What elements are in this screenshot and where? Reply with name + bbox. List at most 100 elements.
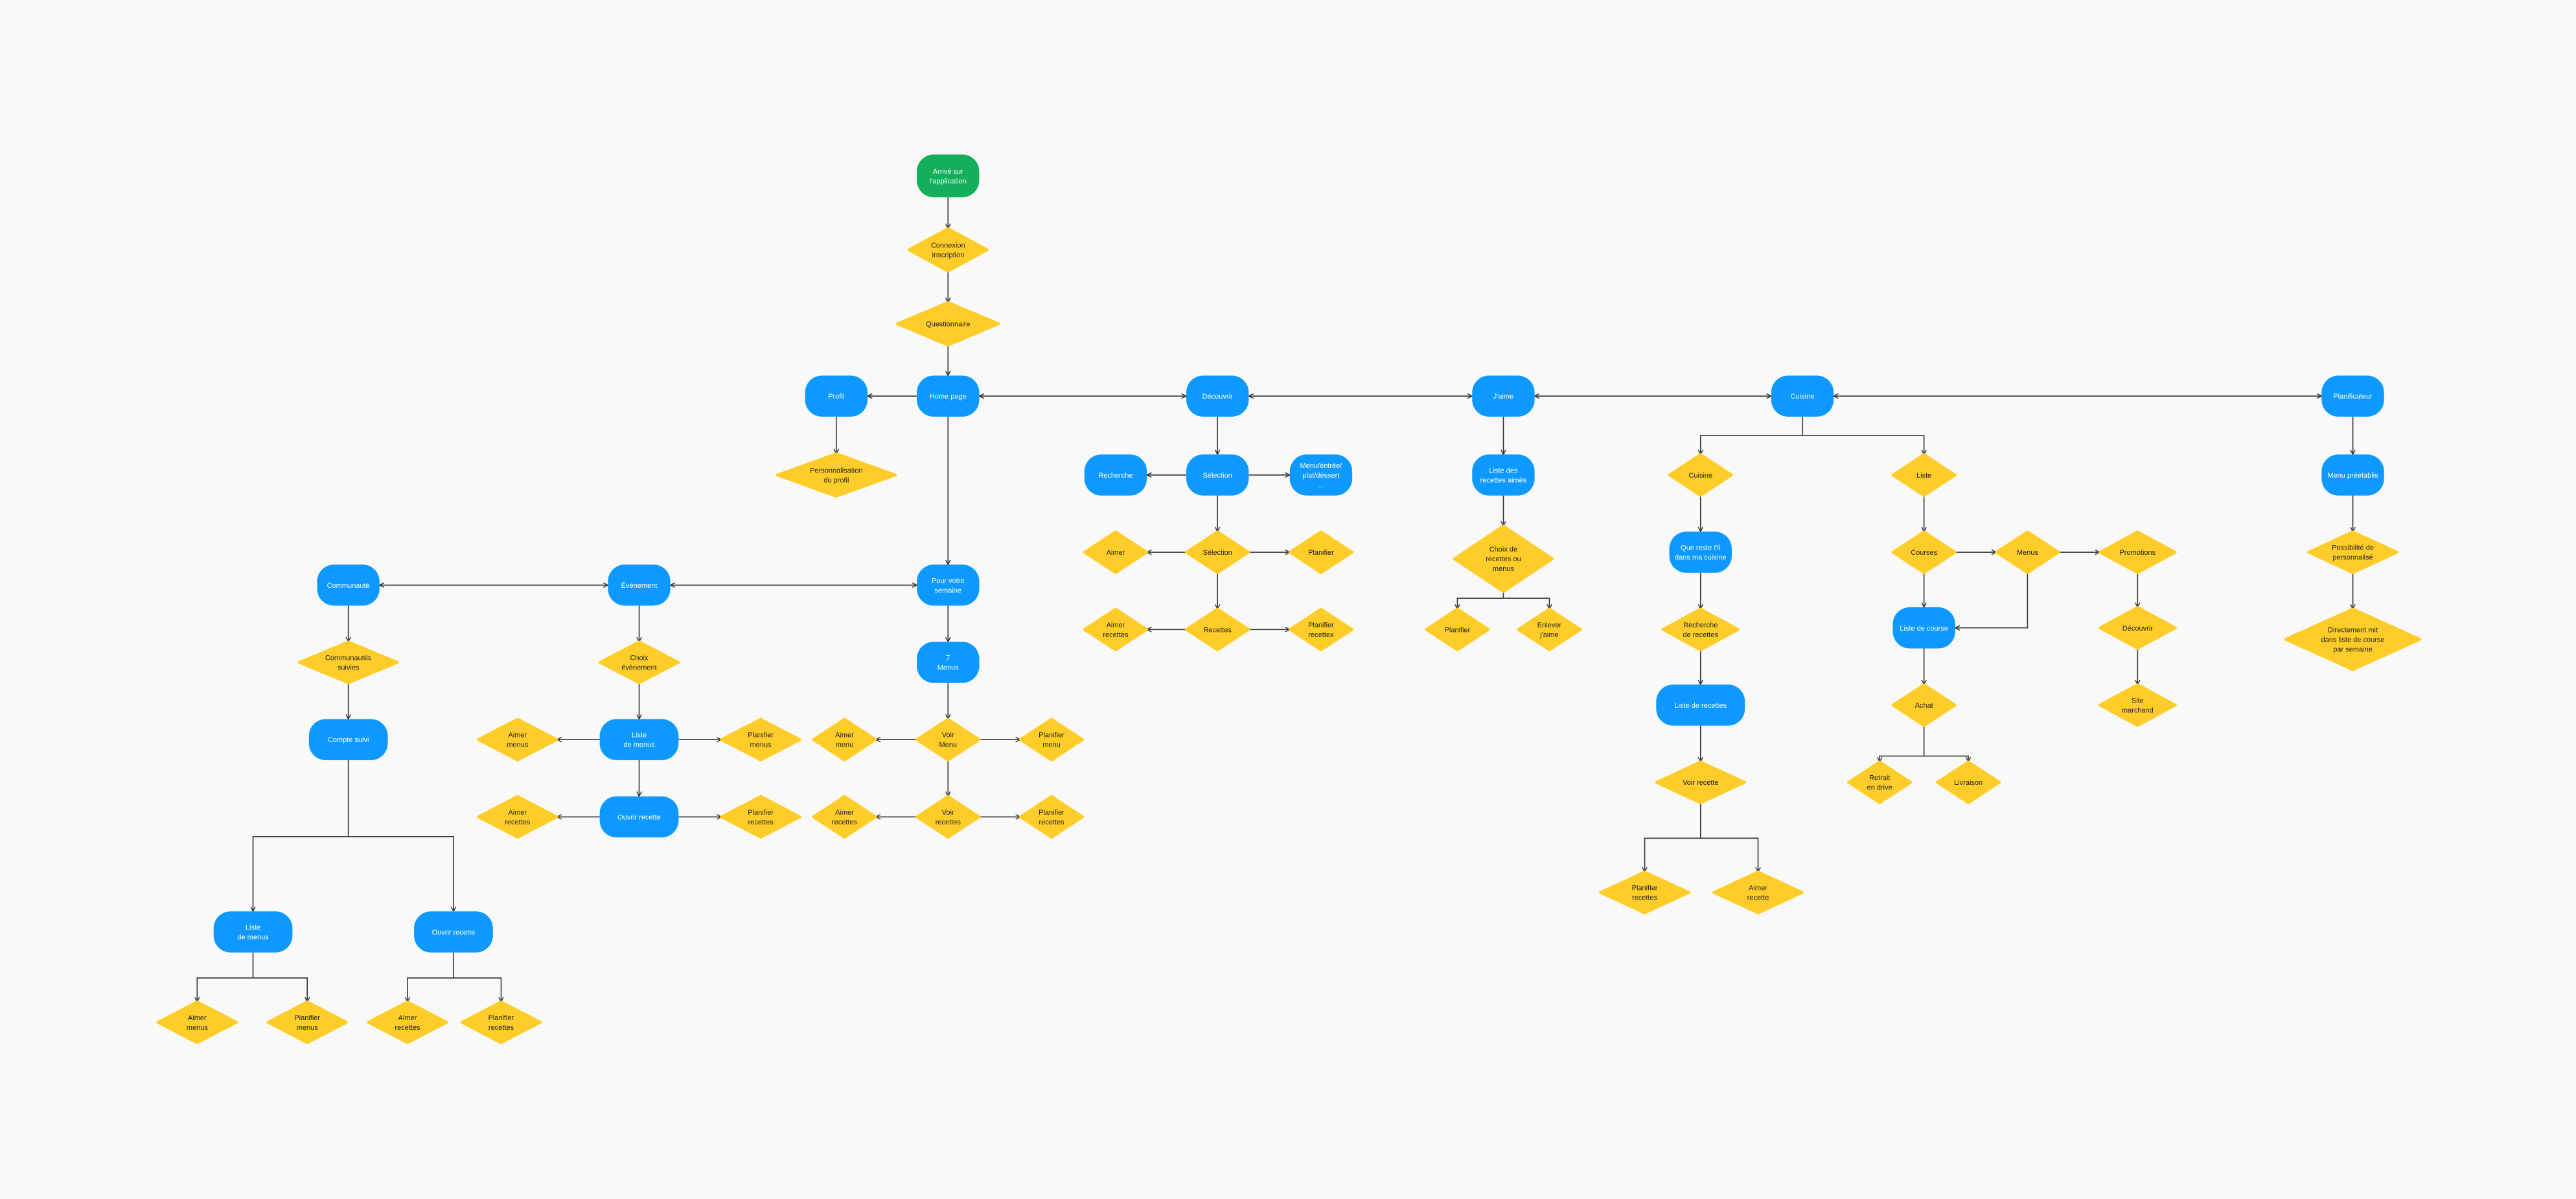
node-label: Aimer menus xyxy=(187,1014,209,1032)
node-label: Planifier recettes xyxy=(1632,885,1658,902)
node-label-line: Connexion xyxy=(931,242,965,250)
connector-arrow xyxy=(1924,755,1968,762)
node-label: Planifier recettes xyxy=(489,1014,514,1032)
node-label-line: Liste xyxy=(632,732,647,739)
node-label-line: Recherche xyxy=(1683,622,1718,629)
node-achat-decision: Achat xyxy=(1891,683,1957,727)
node-connexion-decision: Connexion Inscription xyxy=(907,227,989,273)
decision-diamond xyxy=(1847,760,1913,804)
node-label: Promotions xyxy=(2120,549,2156,557)
node-retrait-decision: Retrait en drive xyxy=(1847,760,1913,804)
node-label-line: Sélection xyxy=(1203,549,1232,557)
decision-diamond xyxy=(2284,607,2422,671)
node-label: Menus xyxy=(2017,549,2039,557)
node-label: Courses xyxy=(1911,549,1937,557)
node-label: Compte suivi xyxy=(328,736,369,744)
node-listeMenus2-process: Liste de menus xyxy=(213,911,293,953)
node-choixEv-decision: Choix évènement xyxy=(598,640,680,684)
node-label: Planifier recettes xyxy=(1039,809,1064,826)
node-label-line: de menus xyxy=(623,741,655,749)
node-home-process: Home page xyxy=(917,375,980,417)
decision-diamond xyxy=(2099,683,2177,727)
process-box xyxy=(1472,454,1535,496)
node-label-line: plat/déssert xyxy=(1303,472,1340,480)
node-direct-decision: Directement mit dans liste de course par s… xyxy=(2284,607,2422,671)
node-label-line: recettes xyxy=(832,819,858,826)
node-label: Profil xyxy=(828,393,844,401)
node-label-line: Planifier xyxy=(1039,732,1064,739)
node-label-line: menus xyxy=(507,741,529,749)
node-label: Retrait en drive xyxy=(1867,774,1892,792)
decision-diamond xyxy=(720,717,802,762)
node-label-line: Planifier xyxy=(1308,549,1334,557)
node-label-line: Liste de recettes xyxy=(1674,702,1727,710)
process-box xyxy=(917,642,980,683)
node-label-line: menus xyxy=(1493,565,1515,573)
node-choix-decision: Choix de recettes ou menus xyxy=(1453,524,1554,593)
node-label-line: Cuisine xyxy=(1791,393,1815,401)
node-label-line: de menus xyxy=(237,933,269,941)
node-label-line: recettes xyxy=(1039,819,1064,826)
node-label-line: menus xyxy=(297,1024,319,1032)
node-label: Sélection xyxy=(1203,549,1232,557)
connector-arrow xyxy=(1700,837,1758,872)
node-arrive-start: Arrivé sur l'application xyxy=(917,154,980,198)
node-label-line: marchand xyxy=(2122,706,2154,714)
node-label-line: semaine xyxy=(934,587,961,594)
node-decouvrir-process: Découvrir xyxy=(1186,375,1249,417)
node-profil-process: Profil xyxy=(805,375,868,417)
process-box xyxy=(608,565,671,606)
node-quest-decision: Questionnaire xyxy=(895,301,1000,347)
node-label-line: Liste xyxy=(246,924,260,931)
node-planRecx-decision: Planifier recettex xyxy=(1288,607,1354,651)
process-box xyxy=(1656,684,1745,726)
node-label-line: Planifier xyxy=(294,1014,320,1022)
node-reste-process: Que reste t'il dans ma cuisine xyxy=(1669,531,1732,573)
node-label-line: Planificateur xyxy=(2333,393,2373,401)
node-courses-decision: Courses xyxy=(1891,530,1957,574)
decision-diamond xyxy=(812,717,877,762)
node-label-line: dans liste de course xyxy=(2321,636,2385,644)
node-label-line: par semaine xyxy=(2333,646,2373,654)
node-cuisine-process: Cuisine xyxy=(1771,375,1834,417)
node-ouvrir2-process: Ouvrir recette xyxy=(414,911,493,953)
node-label-line: Pour votre xyxy=(932,577,965,585)
node-label: Planifier recettex xyxy=(1308,622,1334,639)
node-label-line: menu xyxy=(1042,741,1061,749)
node-label-line: recettes xyxy=(489,1024,514,1032)
decision-diamond xyxy=(1599,870,1691,914)
node-label: Site marchand xyxy=(2122,697,2154,714)
node-label-line: Planifier xyxy=(748,732,774,739)
decision-diamond xyxy=(460,1000,542,1045)
node-label-line: Menus xyxy=(2017,549,2039,557)
connector-arrow xyxy=(1955,572,2029,628)
node-label: Planifier menus xyxy=(294,1014,320,1032)
node-label-line: Directement mit xyxy=(2328,627,2378,634)
node-aimerRec4-decision: Aimer recettes xyxy=(367,1000,448,1045)
node-label-line: Compte suivi xyxy=(328,736,369,744)
decision-diamond xyxy=(1083,530,1149,574)
node-label: Recherche xyxy=(1098,472,1133,480)
node-label-line: en drive xyxy=(1867,784,1892,792)
node-planRec4-decision: Planifier recettes xyxy=(460,1000,542,1045)
node-label-line: Menu préétablis xyxy=(2327,472,2378,480)
node-label: Pour votre semaine xyxy=(932,577,965,594)
decision-diamond xyxy=(297,640,399,684)
node-jaime-process: J'aime xyxy=(1472,375,1535,417)
node-label: Sélection xyxy=(1203,472,1232,480)
node-label: Liste de menus xyxy=(623,732,655,749)
node-aimerMenu-decision: Aimer menu xyxy=(812,717,877,762)
node-label-line: Choix de xyxy=(1489,546,1517,553)
node-site-decision: Site marchand xyxy=(2099,683,2177,727)
decision-diamond xyxy=(2307,530,2399,574)
decision-diamond xyxy=(907,227,989,273)
node-label-line: Planifier xyxy=(1308,622,1334,629)
node-label-line: Planifier xyxy=(1039,809,1064,817)
node-compte-process: Compte suivi xyxy=(308,719,388,760)
node-label: Possibilité de personnalisé xyxy=(2332,544,2374,562)
node-cuisineD-decision: Cuisine xyxy=(1668,453,1733,497)
node-evenement-process: Évènement xyxy=(608,565,671,606)
node-label: Livraison xyxy=(1954,779,1983,787)
connector-arrow xyxy=(408,977,454,1002)
node-label-line: évènement xyxy=(621,664,656,672)
